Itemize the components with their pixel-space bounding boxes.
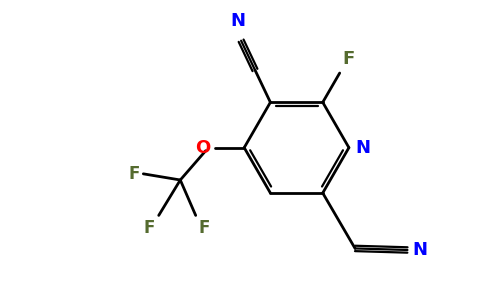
Text: O: O — [195, 139, 211, 157]
Text: F: F — [198, 219, 210, 237]
Text: F: F — [343, 50, 355, 68]
Text: F: F — [143, 219, 155, 237]
Text: N: N — [230, 12, 245, 30]
Text: F: F — [128, 165, 139, 183]
Text: N: N — [412, 241, 427, 259]
Text: N: N — [355, 139, 370, 157]
